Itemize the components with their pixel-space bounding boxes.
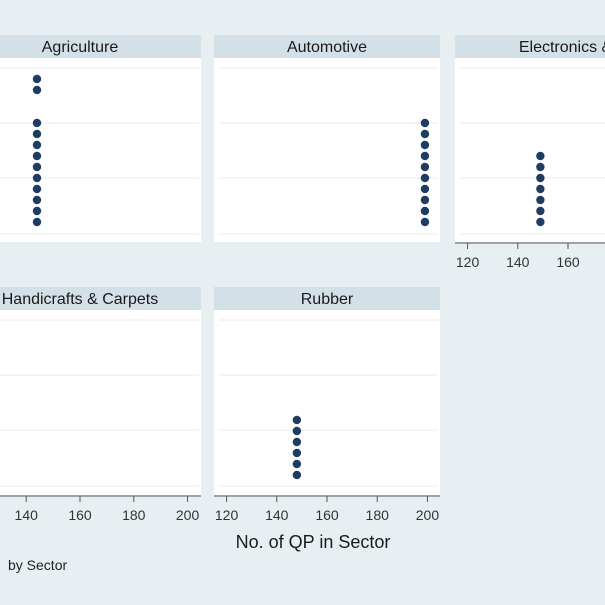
data-point — [420, 129, 430, 139]
panel-strip — [0, 287, 201, 310]
data-point — [420, 206, 430, 216]
x-tick-label: 140 — [506, 254, 530, 270]
data-point — [536, 184, 545, 194]
x-tick-label: 180 — [122, 507, 146, 523]
data-point — [292, 470, 302, 480]
data-point — [32, 140, 42, 150]
data-point — [32, 217, 42, 227]
x-tick-label: 140 — [15, 507, 39, 523]
panel-title: Agriculture — [42, 39, 119, 56]
panel-title: Automotive — [287, 39, 367, 56]
data-point — [292, 459, 302, 469]
panel-strip — [455, 35, 605, 58]
data-point — [32, 206, 42, 216]
panel-1: Agriculture — [0, 35, 201, 242]
data-point — [420, 151, 430, 161]
data-point — [32, 85, 42, 95]
data-point — [32, 118, 42, 128]
data-point — [536, 162, 545, 172]
data-point — [420, 173, 430, 183]
data-point — [536, 217, 545, 227]
data-point — [32, 173, 42, 183]
data-point — [32, 184, 42, 194]
panel-background — [214, 310, 440, 495]
data-point — [292, 415, 302, 425]
x-tick-label: 200 — [176, 507, 200, 523]
data-point — [420, 162, 430, 172]
panel-2: Automotive — [214, 35, 440, 242]
data-point — [536, 173, 545, 183]
panel-title: Handicrafts & Carpets — [2, 291, 159, 308]
data-point — [32, 195, 42, 205]
panel-strip — [214, 35, 440, 58]
x-tick-label: 160 — [315, 507, 339, 523]
chart-note: by Sector — [8, 557, 67, 573]
data-point — [32, 151, 42, 161]
x-tick-label: 120 — [215, 507, 239, 523]
x-tick-label: 160 — [68, 507, 92, 523]
panel-background — [0, 310, 201, 495]
data-point — [420, 118, 430, 128]
panel-5: Rubber 120 140 160 180 200 — [214, 287, 440, 523]
panel-strip — [214, 287, 440, 310]
data-point — [292, 437, 302, 447]
data-point — [536, 195, 545, 205]
x-tick-label: 180 — [366, 507, 390, 523]
panels-layer: Agriculture Automotive Electronics & Ha 120… — [0, 35, 605, 523]
x-tick-label: 160 — [556, 254, 580, 270]
data-point — [536, 151, 545, 161]
panel-strip — [0, 35, 201, 58]
panel-background — [214, 58, 440, 242]
data-point — [420, 140, 430, 150]
data-point — [420, 184, 430, 194]
panel-title: Rubber — [301, 291, 354, 308]
x-tick-label: 200 — [416, 507, 440, 523]
panel-background — [0, 58, 201, 242]
data-point — [32, 162, 42, 172]
panel-title: Electronics & Ha — [519, 39, 605, 56]
data-point — [292, 426, 302, 436]
data-point — [32, 74, 42, 84]
x-tick-label: 140 — [265, 507, 289, 523]
data-point — [420, 195, 430, 205]
data-point — [292, 448, 302, 458]
x-axis-label: No. of QP in Sector — [236, 532, 391, 552]
data-point — [32, 129, 42, 139]
panel-3: Electronics & Ha120140160180200 — [455, 35, 605, 270]
data-point — [420, 217, 430, 227]
panel-4: Handicrafts & Carpets120140160180200 — [0, 287, 201, 523]
x-tick-label: 120 — [456, 254, 480, 270]
data-point — [536, 206, 545, 216]
panel-background — [455, 58, 605, 242]
